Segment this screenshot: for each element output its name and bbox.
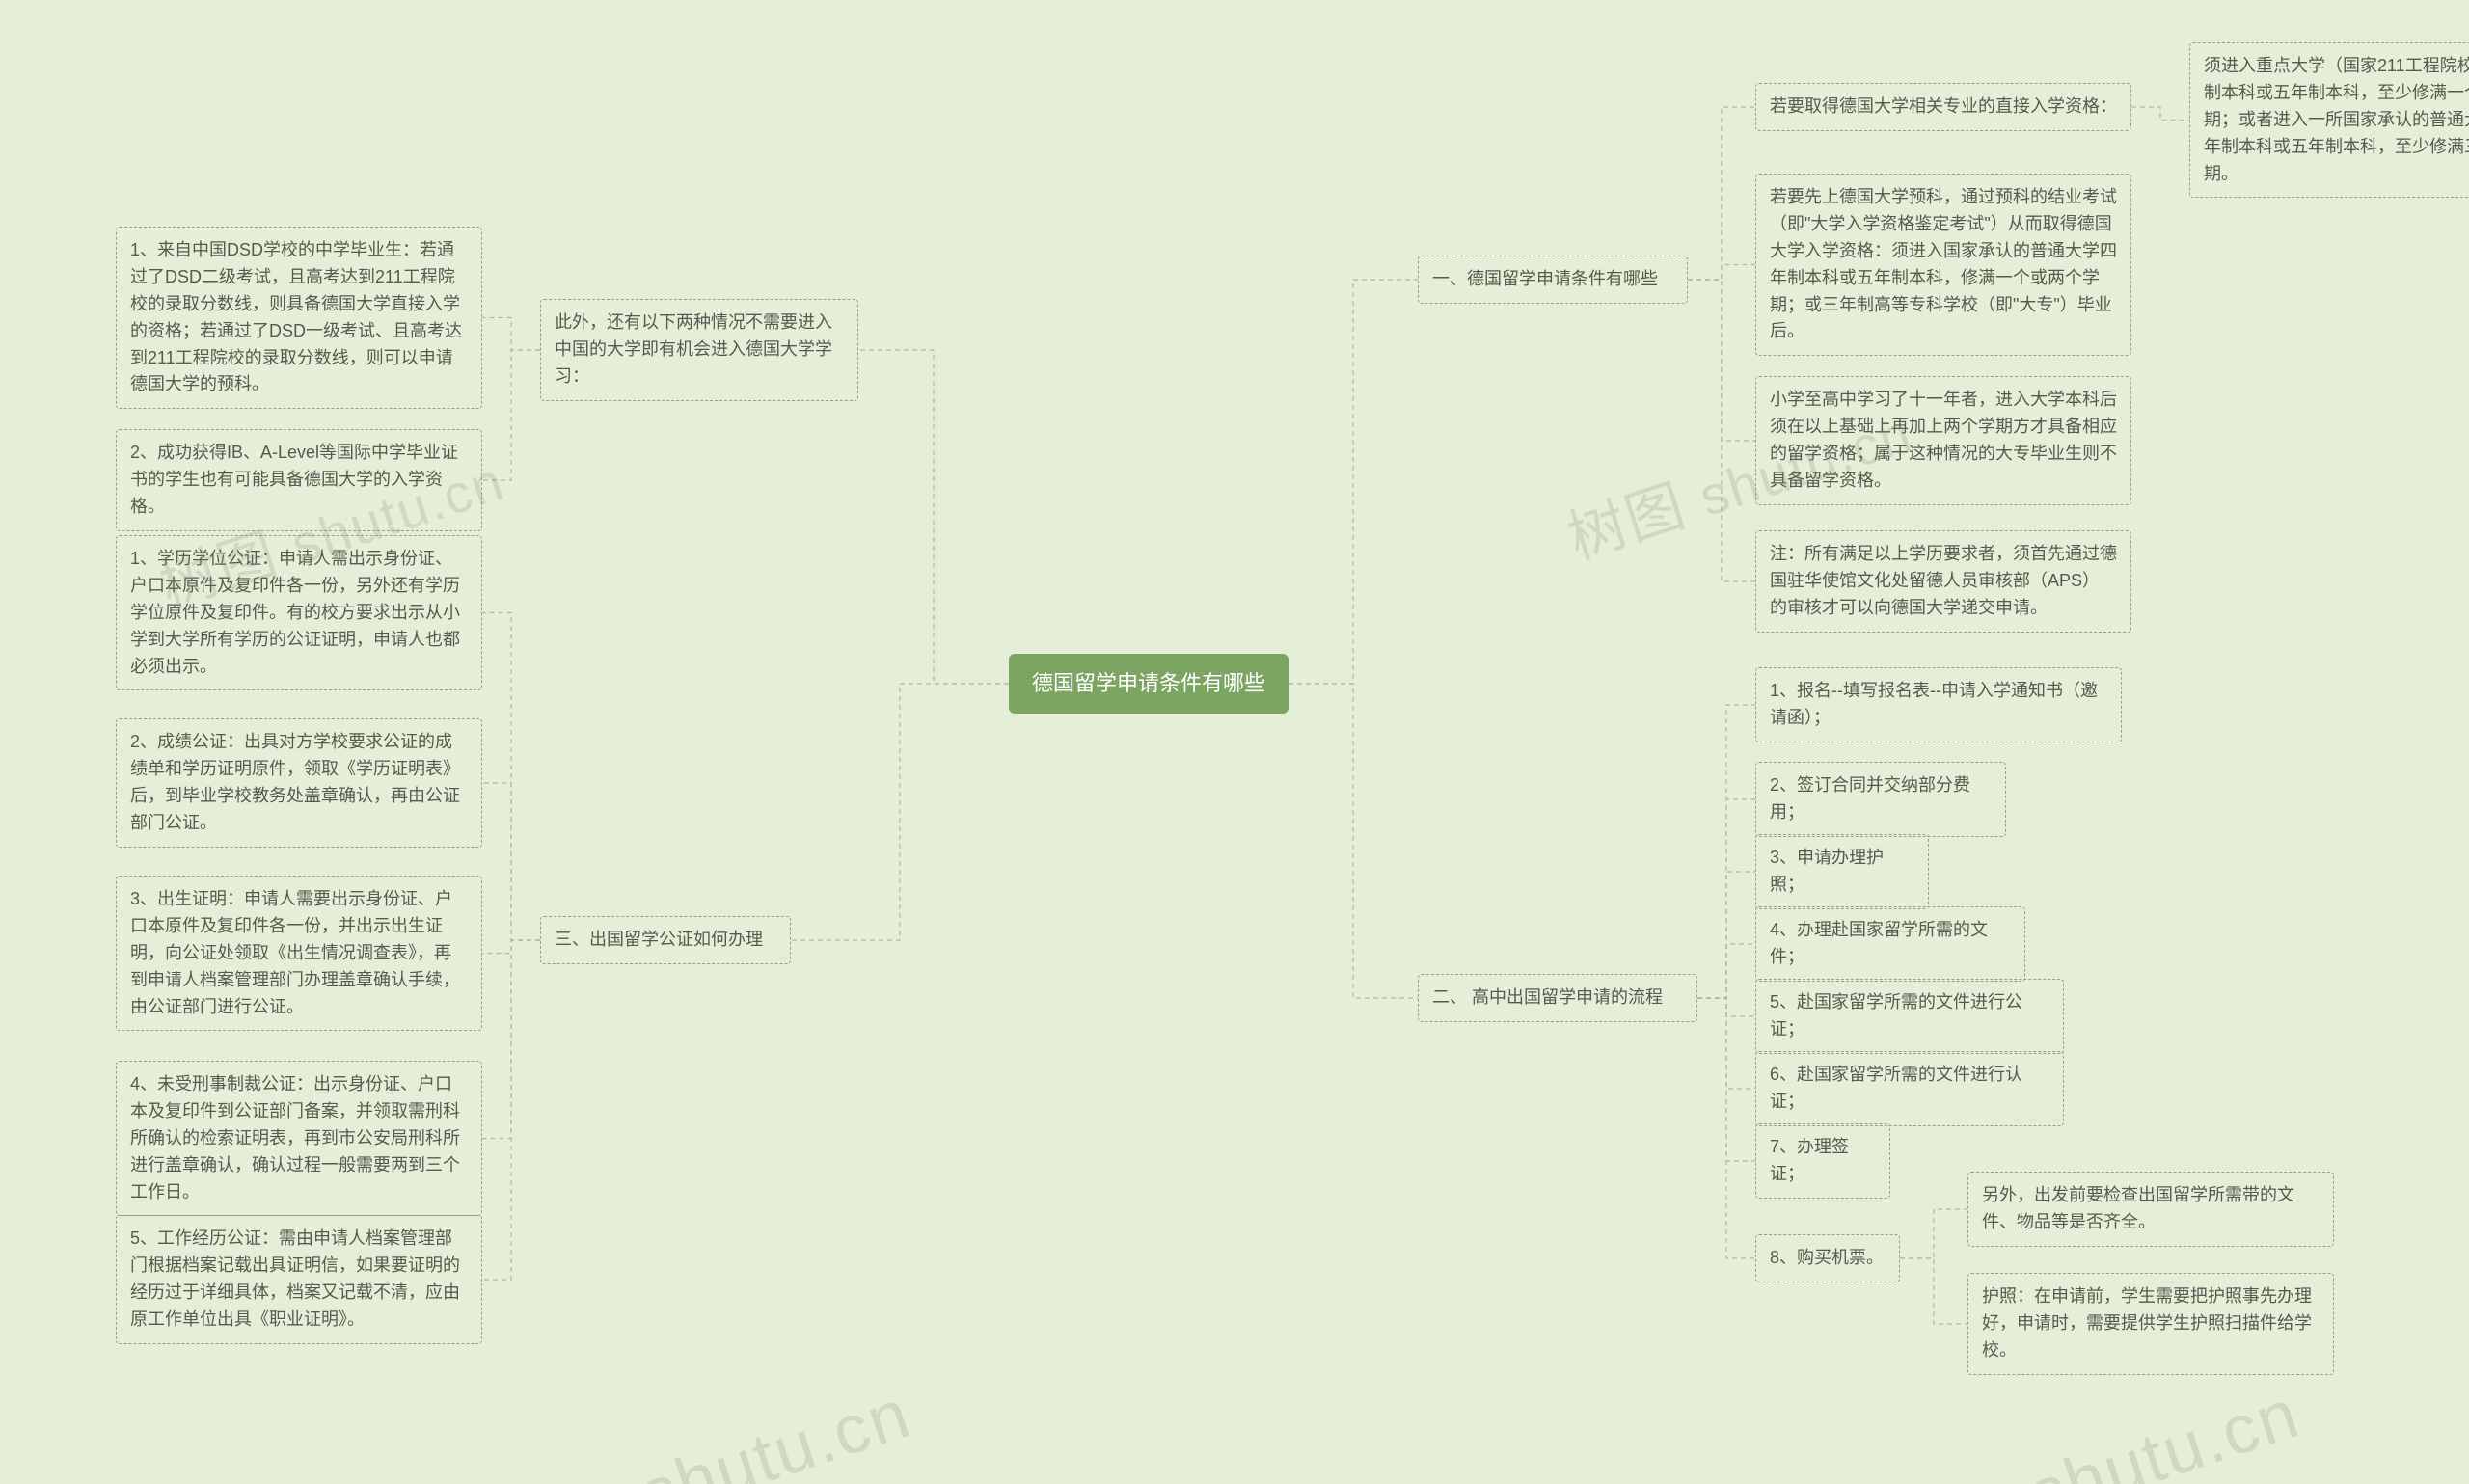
mindmap-node: 注：所有满足以上学历要求者，须首先通过德国驻华使馆文化处留德人员审核部（APS）… xyxy=(1755,530,2131,633)
mindmap-node: 5、工作经历公证：需由申请人档案管理部门根据档案记载出具证明信，如果要证明的经历… xyxy=(116,1215,482,1344)
mindmap-node: 3、出生证明：申请人需要出示身份证、户口本原件及复印件各一份，并出示出生证明，向… xyxy=(116,876,482,1031)
mindmap-node: 须进入重点大学（国家211工程院校）四年制本科或五年制本科，至少修满一个学期；或… xyxy=(2189,42,2469,198)
mindmap-node: 1、学历学位公证：申请人需出示身份证、户口本原件及复印件各一份，另外还有学历学位… xyxy=(116,535,482,690)
mindmap-node: 若要取得德国大学相关专业的直接入学资格： xyxy=(1755,83,2131,131)
mindmap-canvas: 德国留学申请条件有哪些 一、德国留学申请条件有哪些 若要取得德国大学相关专业的直接入… xyxy=(0,0,2469,1484)
mindmap-node: 4、办理赴国家留学所需的文件； xyxy=(1755,906,2025,982)
mindmap-node: 4、未受刑事制裁公证：出示身份证、户口本及复印件到公证部门备案，并领取需刑科所确… xyxy=(116,1061,482,1216)
mindmap-node: 6、赴国家留学所需的文件进行认证； xyxy=(1755,1051,2064,1126)
mindmap-node: 5、赴国家留学所需的文件进行公证； xyxy=(1755,979,2064,1054)
mindmap-node: 护照：在申请前，学生需要把护照事先办理好，申请时，需要提供学生护照扫描件给学校。 xyxy=(1967,1273,2334,1375)
mindmap-node: 2、成绩公证：出具对方学校要求公证的成绩单和学历证明原件，领取《学历证明表》后，… xyxy=(116,718,482,848)
watermark: shutu.cn xyxy=(632,1374,920,1484)
mindmap-node: 7、办理签证； xyxy=(1755,1123,1890,1199)
mindmap-node: 二、 高中出国留学申请的流程 xyxy=(1418,974,1697,1022)
mindmap-node: 小学至高中学习了十一年者，进入大学本科后须在以上基础上再加上两个学期方才具备相应… xyxy=(1755,376,2131,505)
mindmap-node: 2、成功获得IB、A-Level等国际中学毕业证书的学生也有可能具备德国大学的入… xyxy=(116,429,482,531)
mindmap-node: 8、购买机票。 xyxy=(1755,1234,1900,1282)
mindmap-root: 德国留学申请条件有哪些 xyxy=(1009,654,1289,714)
mindmap-node: 一、德国留学申请条件有哪些 xyxy=(1418,256,1688,304)
watermark: shutu.cn xyxy=(2021,1374,2309,1484)
mindmap-node: 三、出国留学公证如何办理 xyxy=(540,916,791,964)
mindmap-node: 若要先上德国大学预科，通过预科的结业考试（即"大学入学资格鉴定考试"）从而取得德… xyxy=(1755,174,2131,356)
mindmap-node: 2、签订合同并交纳部分费用； xyxy=(1755,762,2006,837)
mindmap-node: 1、来自中国DSD学校的中学毕业生：若通过了DSD二级考试，且高考达到211工程… xyxy=(116,227,482,409)
mindmap-node: 3、申请办理护照； xyxy=(1755,834,1929,909)
mindmap-node: 此外，还有以下两种情况不需要进入中国的大学即有机会进入德国大学学习： xyxy=(540,299,858,401)
mindmap-node: 1、报名--填写报名表--申请入学通知书（邀请函）； xyxy=(1755,667,2122,742)
mindmap-node: 另外，出发前要检查出国留学所需带的文件、物品等是否齐全。 xyxy=(1967,1172,2334,1247)
